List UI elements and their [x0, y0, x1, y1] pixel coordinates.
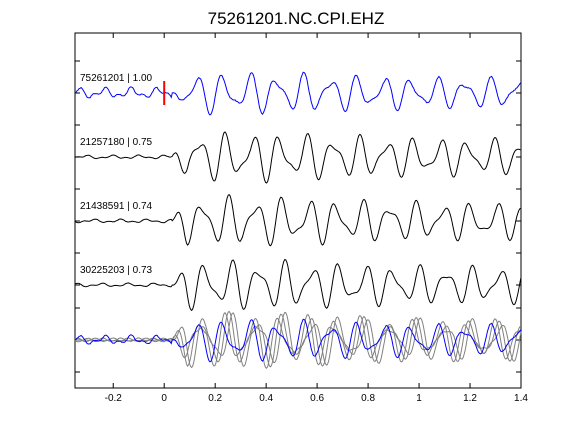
x-tick-label: 1.2	[463, 393, 477, 404]
trace-line	[74, 131, 522, 184]
stack-template-line	[74, 318, 522, 363]
x-tick-label: 0.4	[259, 393, 273, 404]
x-tick-label: 1	[416, 393, 422, 404]
x-tick-label: -0.2	[105, 393, 123, 404]
trace-line	[74, 71, 522, 116]
trace-label: 21438591 | 0.74	[80, 201, 153, 212]
chart-title: 75261201.NC.CPI.EHZ	[208, 9, 385, 28]
trace-labels: 75261201 | 1.00 21257180 | 0.75 21438591 |…	[80, 73, 153, 276]
overlay-stack	[74, 310, 522, 369]
trace-label: 75261201 | 1.00	[80, 73, 153, 84]
stack-overlay-line	[74, 311, 522, 369]
trace-label: 30225203 | 0.73	[80, 265, 153, 276]
trace-label: 21257180 | 0.75	[80, 137, 153, 148]
x-tick-label: 1.4	[514, 393, 528, 404]
x-tick-label: 0.6	[310, 393, 324, 404]
trace-line	[74, 193, 522, 247]
traces	[74, 71, 522, 312]
x-tick-label: 0.8	[361, 393, 375, 404]
y-ticks	[75, 60, 521, 373]
x-tick-label: 0.2	[208, 393, 222, 404]
plot-frame	[74, 32, 522, 389]
x-tick-label: 0	[161, 393, 167, 404]
trace-line	[74, 258, 522, 312]
x-ticks: -0.2 0 0.2 0.4 0.6 0.8 1 1.2 1.4	[105, 33, 528, 404]
